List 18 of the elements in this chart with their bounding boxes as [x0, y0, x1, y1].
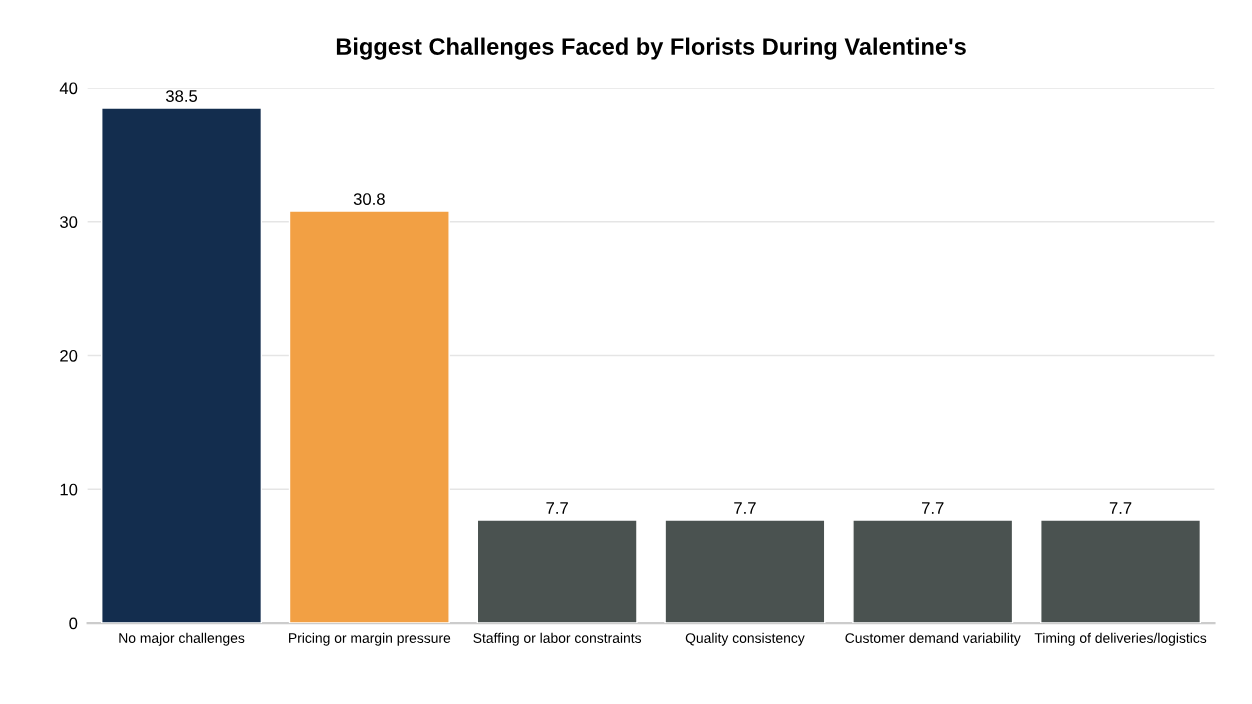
bar [476, 519, 638, 624]
data-label: 7.7 [1109, 502, 1132, 514]
bar [101, 107, 263, 624]
chart-title: Biggest Challenges Faced by Florists During Valentine's [336, 37, 966, 60]
y-tick-label: 30 [60, 216, 78, 228]
data-label: 7.7 [734, 502, 756, 514]
bar [288, 210, 450, 624]
y-tick-label: 40 [59, 82, 78, 95]
data-label: 7.7 [922, 502, 944, 514]
y-tick-label: 20 [60, 349, 78, 362]
bar [1040, 519, 1202, 624]
data-label: 30.8 [353, 193, 385, 205]
bar [664, 519, 826, 624]
y-tick-label: 10 [60, 483, 78, 496]
bar [852, 519, 1014, 624]
y-tick-label: 0 [69, 617, 78, 630]
data-label: 7.7 [546, 502, 568, 514]
data-label: 38.5 [165, 90, 198, 102]
